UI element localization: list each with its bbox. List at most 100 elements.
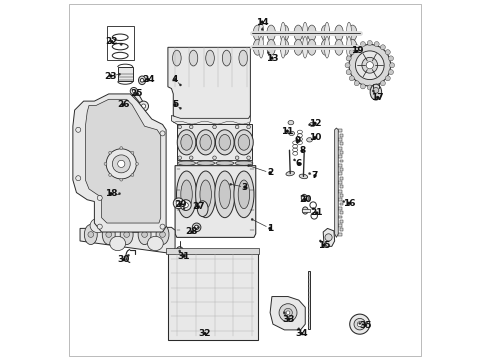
Circle shape (97, 195, 102, 201)
Ellipse shape (90, 219, 106, 233)
Circle shape (359, 322, 361, 324)
Circle shape (195, 225, 199, 229)
Ellipse shape (181, 134, 192, 150)
Ellipse shape (253, 40, 262, 55)
Text: 33: 33 (283, 315, 295, 324)
Text: 18: 18 (105, 189, 117, 198)
Circle shape (120, 178, 122, 181)
Text: 13: 13 (266, 54, 278, 63)
Circle shape (127, 254, 129, 256)
Circle shape (179, 250, 181, 252)
Circle shape (315, 212, 318, 215)
Circle shape (119, 193, 121, 195)
Ellipse shape (235, 161, 253, 165)
Ellipse shape (324, 22, 330, 44)
Ellipse shape (374, 42, 379, 46)
Polygon shape (168, 47, 250, 119)
Ellipse shape (267, 40, 275, 55)
Circle shape (251, 219, 253, 221)
Ellipse shape (321, 25, 330, 41)
Circle shape (109, 75, 112, 77)
Circle shape (314, 122, 317, 125)
Bar (338, 198, 342, 201)
Text: 34: 34 (295, 329, 308, 338)
Bar (302, 209, 310, 212)
Bar (338, 224, 342, 227)
Ellipse shape (196, 161, 215, 165)
Ellipse shape (335, 25, 343, 41)
Circle shape (141, 104, 146, 108)
Circle shape (190, 125, 193, 129)
Circle shape (366, 62, 373, 69)
Circle shape (178, 125, 181, 129)
Ellipse shape (321, 40, 330, 55)
Polygon shape (177, 125, 252, 160)
Circle shape (372, 90, 374, 92)
Circle shape (261, 28, 263, 31)
Circle shape (88, 231, 94, 237)
Circle shape (176, 201, 181, 206)
Ellipse shape (110, 236, 125, 251)
Ellipse shape (380, 45, 385, 50)
Ellipse shape (348, 25, 357, 41)
Polygon shape (175, 166, 256, 237)
Polygon shape (172, 116, 250, 126)
Ellipse shape (380, 81, 385, 86)
Circle shape (284, 309, 293, 317)
Ellipse shape (302, 37, 308, 58)
Ellipse shape (219, 134, 230, 150)
Ellipse shape (267, 25, 275, 41)
Ellipse shape (345, 63, 350, 68)
Bar (340, 142, 343, 145)
Circle shape (247, 156, 250, 159)
Polygon shape (73, 94, 166, 232)
Text: 29: 29 (174, 200, 187, 209)
Circle shape (179, 107, 181, 109)
Ellipse shape (138, 225, 151, 244)
Circle shape (183, 255, 186, 257)
Circle shape (136, 162, 139, 165)
Polygon shape (80, 227, 175, 253)
Circle shape (287, 318, 290, 320)
Circle shape (230, 183, 232, 185)
Circle shape (139, 101, 148, 111)
Circle shape (122, 103, 124, 106)
Circle shape (362, 57, 378, 73)
Ellipse shape (302, 22, 308, 44)
Ellipse shape (120, 225, 133, 244)
Circle shape (110, 40, 113, 43)
Ellipse shape (370, 84, 382, 100)
Ellipse shape (281, 37, 286, 58)
Text: 30: 30 (118, 255, 130, 264)
Circle shape (140, 78, 144, 82)
Text: 19: 19 (350, 46, 363, 55)
Ellipse shape (124, 100, 133, 109)
Circle shape (160, 131, 165, 136)
Circle shape (355, 49, 358, 52)
Ellipse shape (206, 50, 214, 66)
Ellipse shape (286, 171, 294, 176)
Ellipse shape (84, 225, 97, 244)
Circle shape (104, 162, 107, 165)
Ellipse shape (281, 22, 286, 44)
Ellipse shape (238, 134, 250, 150)
Circle shape (376, 96, 379, 99)
Circle shape (312, 208, 314, 210)
Circle shape (286, 130, 289, 133)
Ellipse shape (301, 194, 307, 202)
Text: 17: 17 (371, 93, 384, 102)
Circle shape (297, 162, 300, 165)
Ellipse shape (310, 122, 315, 127)
Ellipse shape (192, 223, 201, 231)
Ellipse shape (349, 76, 354, 81)
Ellipse shape (176, 171, 196, 218)
Circle shape (203, 332, 206, 335)
Ellipse shape (239, 50, 247, 66)
Circle shape (190, 156, 193, 159)
Text: 27: 27 (192, 202, 205, 211)
Bar (118, 67, 133, 81)
Circle shape (350, 314, 370, 334)
Text: 15: 15 (318, 241, 330, 250)
Circle shape (235, 125, 239, 129)
Circle shape (261, 21, 264, 24)
